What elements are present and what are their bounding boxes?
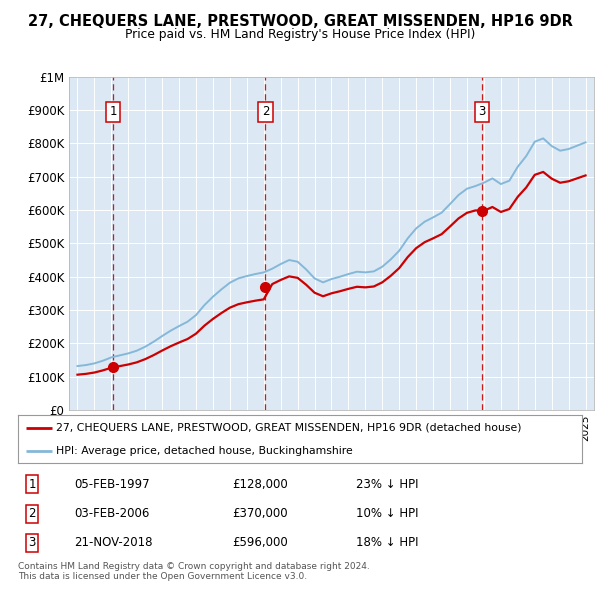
Text: 1: 1 — [28, 478, 36, 491]
Text: £128,000: £128,000 — [232, 478, 288, 491]
Text: Price paid vs. HM Land Registry's House Price Index (HPI): Price paid vs. HM Land Registry's House … — [125, 28, 475, 41]
Text: 27, CHEQUERS LANE, PRESTWOOD, GREAT MISSENDEN, HP16 9DR (detached house): 27, CHEQUERS LANE, PRESTWOOD, GREAT MISS… — [56, 423, 522, 433]
Text: 2: 2 — [28, 507, 36, 520]
Text: £596,000: £596,000 — [232, 536, 288, 549]
Text: HPI: Average price, detached house, Buckinghamshire: HPI: Average price, detached house, Buck… — [56, 446, 353, 456]
Text: 23% ↓ HPI: 23% ↓ HPI — [356, 478, 419, 491]
Text: 3: 3 — [479, 105, 486, 118]
Text: 3: 3 — [28, 536, 36, 549]
Text: 21-NOV-2018: 21-NOV-2018 — [74, 536, 153, 549]
Text: 1: 1 — [109, 105, 117, 118]
Text: 2: 2 — [262, 105, 269, 118]
Text: 10% ↓ HPI: 10% ↓ HPI — [356, 507, 419, 520]
Text: 03-FEB-2006: 03-FEB-2006 — [74, 507, 150, 520]
Text: Contains HM Land Registry data © Crown copyright and database right 2024.
This d: Contains HM Land Registry data © Crown c… — [18, 562, 370, 581]
Text: 05-FEB-1997: 05-FEB-1997 — [74, 478, 150, 491]
Text: 27, CHEQUERS LANE, PRESTWOOD, GREAT MISSENDEN, HP16 9DR: 27, CHEQUERS LANE, PRESTWOOD, GREAT MISS… — [28, 14, 572, 28]
Text: 18% ↓ HPI: 18% ↓ HPI — [356, 536, 419, 549]
Text: £370,000: £370,000 — [232, 507, 288, 520]
